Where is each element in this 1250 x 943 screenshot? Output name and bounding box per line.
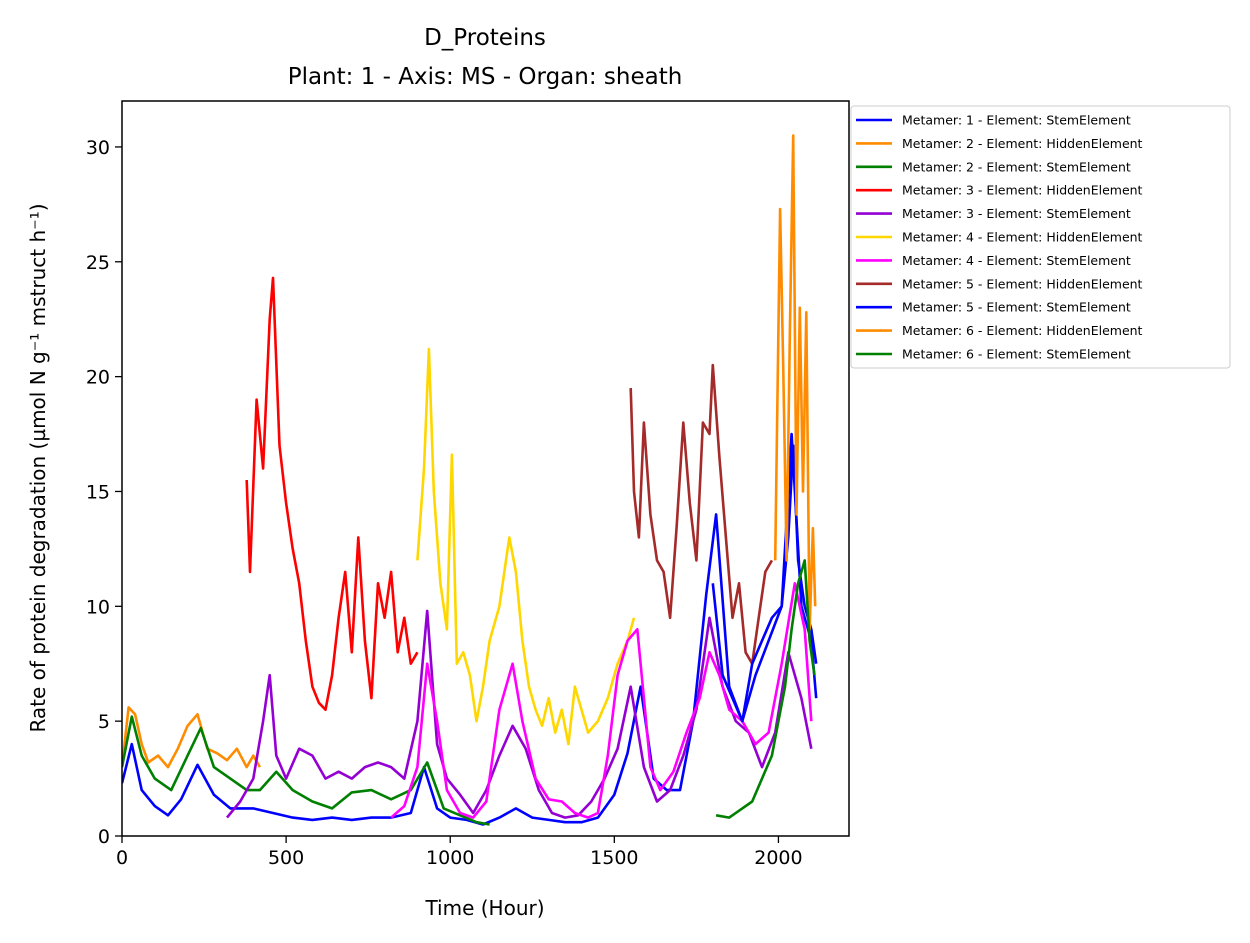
legend-label: Metamer: 3 - Element: StemElement <box>902 206 1131 221</box>
y-tick-label: 30 <box>86 137 110 159</box>
legend-label: Metamer: 6 - Element: StemElement <box>902 347 1131 362</box>
legend-label: Metamer: 6 - Element: HiddenElement <box>902 323 1143 338</box>
legend-label: Metamer: 3 - Element: HiddenElement <box>902 183 1143 198</box>
y-tick-label: 5 <box>98 711 110 733</box>
legend: Metamer: 1 - Element: StemElement Metamer… <box>850 105 1231 369</box>
plot-frame <box>121 100 850 837</box>
y-tick-label: 20 <box>86 367 110 389</box>
y-axis: 0 5 10 15 20 25 30 <box>86 137 122 848</box>
legend-label: Metamer: 5 - Element: HiddenElement <box>902 276 1143 291</box>
x-tick-label: 1000 <box>426 847 474 869</box>
x-tick-label: 0 <box>116 847 128 869</box>
y-tick-label: 10 <box>86 596 110 618</box>
legend-label: Metamer: 1 - Element: StemElement <box>902 113 1131 128</box>
y-axis-label: Rate of protein degradation (µmol N g⁻¹ … <box>26 203 50 732</box>
x-tick-label: 1500 <box>590 847 638 869</box>
series-line-3 <box>122 715 490 826</box>
series-line-2 <box>122 706 262 769</box>
legend-label: Metamer: 5 - Element: StemElement <box>902 300 1131 315</box>
series-line-5 <box>225 609 813 819</box>
series-line-11 <box>715 559 816 819</box>
series-layer <box>122 134 818 826</box>
series-line-4 <box>245 276 419 712</box>
x-axis-label: Time (Hour) <box>424 896 544 920</box>
y-tick-label: 15 <box>86 481 110 503</box>
x-tick-label: 2000 <box>754 847 802 869</box>
y-tick-label: 0 <box>98 826 110 848</box>
series-line-9 <box>711 444 818 723</box>
chart-title: D_Proteins <box>424 25 546 51</box>
x-axis: 0 500 1000 1500 2000 <box>116 836 803 869</box>
y-tick-label: 25 <box>86 252 110 274</box>
legend-label: Metamer: 2 - Element: HiddenElement <box>902 136 1143 151</box>
series-line-10 <box>773 134 817 631</box>
x-tick-label: 500 <box>268 847 304 869</box>
legend-frame <box>850 105 1231 369</box>
series-line-8 <box>629 363 774 666</box>
legend-label: Metamer: 4 - Element: StemElement <box>902 253 1131 268</box>
series-line-6 <box>416 347 636 746</box>
legend-label: Metamer: 4 - Element: HiddenElement <box>902 230 1143 245</box>
chart-subtitle: Plant: 1 - Axis: MS - Organ: sheath <box>288 64 683 90</box>
legend-label: Metamer: 2 - Element: StemElement <box>902 159 1131 174</box>
